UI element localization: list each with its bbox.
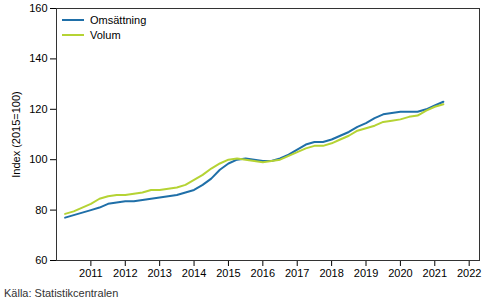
svg-text:2020: 2020 [388, 267, 412, 279]
svg-text:2021: 2021 [423, 267, 447, 279]
svg-text:2019: 2019 [354, 267, 378, 279]
svg-text:120: 120 [29, 103, 47, 115]
svg-text:2018: 2018 [319, 267, 343, 279]
svg-text:2014: 2014 [182, 267, 206, 279]
svg-text:2011: 2011 [79, 267, 103, 279]
svg-text:160: 160 [29, 2, 47, 14]
html-text:Volum: Volum [90, 28, 121, 41]
svg-text:2022: 2022 [457, 267, 481, 279]
svg-text:140: 140 [29, 52, 47, 64]
svg-text:100: 100 [29, 153, 47, 165]
svg-text:2015: 2015 [216, 267, 240, 279]
svg-text:2016: 2016 [251, 267, 275, 279]
svg-text:2013: 2013 [147, 267, 171, 279]
svg-text:60: 60 [35, 254, 47, 266]
svg-text:80: 80 [35, 204, 47, 216]
svg-text:2017: 2017 [285, 267, 309, 279]
svg-text:Index (2015=100): Index (2015=100) [10, 91, 22, 178]
html-text:Omsättning: Omsättning [90, 13, 147, 26]
svg-text:2012: 2012 [113, 267, 137, 279]
html-text:Källa: Statistikcentralen: Källa: Statistikcentralen [4, 287, 119, 299]
